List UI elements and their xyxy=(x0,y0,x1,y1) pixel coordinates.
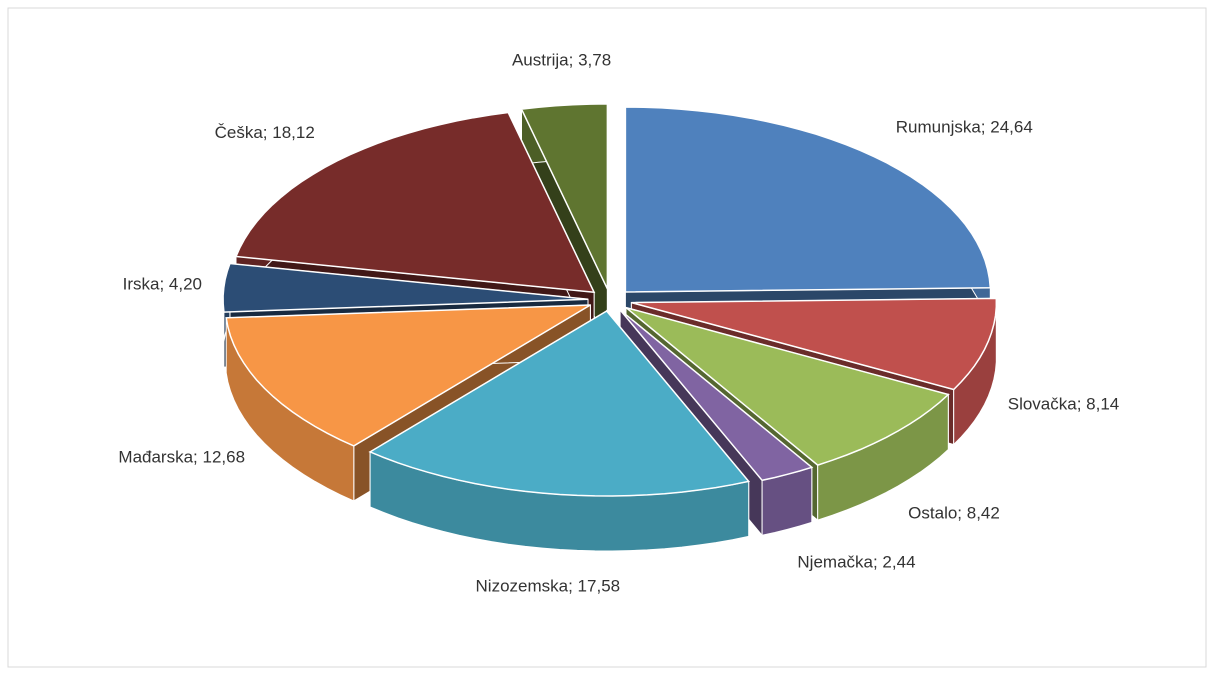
data-label: Rumunjska; 24,64 xyxy=(896,118,1033,137)
slice xyxy=(520,103,609,290)
slice xyxy=(234,111,596,294)
slice xyxy=(368,310,751,497)
slice xyxy=(624,106,992,293)
data-label: Nizozemska; 17,58 xyxy=(476,577,621,596)
slice xyxy=(222,262,589,313)
data-label: Austrija; 3,78 xyxy=(512,51,611,70)
slice xyxy=(631,297,998,391)
slice-group xyxy=(368,309,751,552)
data-label: Češka; 18,12 xyxy=(215,123,315,142)
data-label: Ostalo; 8,42 xyxy=(908,504,1000,523)
slice xyxy=(619,309,814,482)
data-label: Irska; 4,20 xyxy=(123,274,202,293)
slice xyxy=(625,306,950,466)
data-label: Slovačka; 8,14 xyxy=(1008,395,1120,414)
data-label: Njemačka; 2,44 xyxy=(797,553,915,572)
slice xyxy=(225,304,591,447)
data-label: Mađarska; 12,68 xyxy=(118,447,245,466)
